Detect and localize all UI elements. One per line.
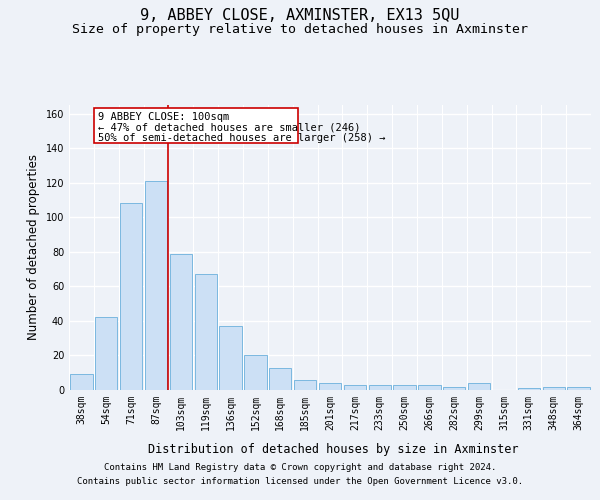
Text: 9 ABBEY CLOSE: 100sqm: 9 ABBEY CLOSE: 100sqm: [98, 112, 229, 122]
Text: Size of property relative to detached houses in Axminster: Size of property relative to detached ho…: [72, 22, 528, 36]
Bar: [418, 385, 440, 390]
Bar: [220, 326, 242, 390]
Bar: [443, 386, 466, 390]
Y-axis label: Number of detached properties: Number of detached properties: [27, 154, 40, 340]
Bar: [368, 385, 391, 390]
Bar: [518, 388, 540, 390]
FancyBboxPatch shape: [94, 108, 298, 143]
Bar: [70, 374, 92, 390]
Bar: [294, 380, 316, 390]
Bar: [269, 368, 292, 390]
Bar: [194, 274, 217, 390]
Bar: [319, 383, 341, 390]
Text: Distribution of detached houses by size in Axminster: Distribution of detached houses by size …: [148, 442, 518, 456]
Bar: [542, 386, 565, 390]
Bar: [244, 356, 266, 390]
Bar: [170, 254, 192, 390]
Bar: [468, 383, 490, 390]
Text: ← 47% of detached houses are smaller (246): ← 47% of detached houses are smaller (24…: [98, 122, 360, 132]
Bar: [394, 385, 416, 390]
Bar: [95, 318, 118, 390]
Bar: [344, 385, 366, 390]
Text: 9, ABBEY CLOSE, AXMINSTER, EX13 5QU: 9, ABBEY CLOSE, AXMINSTER, EX13 5QU: [140, 8, 460, 22]
Bar: [145, 181, 167, 390]
Text: Contains HM Land Registry data © Crown copyright and database right 2024.: Contains HM Land Registry data © Crown c…: [104, 464, 496, 472]
Bar: [120, 204, 142, 390]
Text: 50% of semi-detached houses are larger (258) →: 50% of semi-detached houses are larger (…: [98, 132, 385, 142]
Text: Contains public sector information licensed under the Open Government Licence v3: Contains public sector information licen…: [77, 477, 523, 486]
Bar: [568, 386, 590, 390]
